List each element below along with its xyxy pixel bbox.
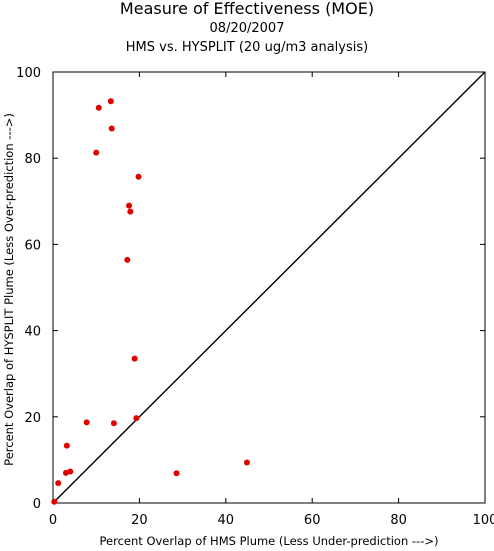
y-tick-label: 40	[24, 325, 41, 340]
y-tick-label: 0	[33, 497, 41, 512]
data-point	[124, 256, 131, 263]
x-tick-label: 100	[473, 513, 494, 528]
data-point	[131, 355, 138, 362]
data-point	[51, 498, 58, 505]
chart-date: 08/20/2007	[209, 21, 285, 36]
x-tick-label: 40	[218, 513, 235, 528]
y-tick-label: 20	[24, 411, 41, 426]
data-point	[127, 208, 134, 215]
data-point	[243, 459, 250, 466]
data-point	[93, 149, 100, 156]
data-point	[108, 125, 115, 132]
x-tick-label: 0	[49, 513, 57, 528]
data-point	[63, 442, 70, 449]
data-point	[126, 202, 133, 209]
data-point	[135, 173, 142, 180]
x-tick-label: 60	[304, 513, 321, 528]
x-tick-label: 20	[131, 513, 148, 528]
data-point	[107, 98, 114, 105]
data-point	[67, 468, 74, 475]
x-axis-label: Percent Overlap of HMS Plume (Less Under…	[100, 534, 439, 548]
plot-frame	[52, 71, 486, 504]
data-point	[95, 104, 102, 111]
y-axis-label: Percent Overlap of HYSPLIT Plume (Less O…	[2, 113, 16, 466]
chart-subtitle: HMS vs. HYSPLIT (20 ug/m3 analysis)	[125, 40, 369, 55]
data-point	[55, 480, 62, 487]
axis-ticks: 0 20 40 60 80 100 0 20 40 60 80 100	[16, 66, 494, 528]
data-point	[133, 415, 140, 422]
x-tick-label: 80	[390, 513, 407, 528]
data-point	[83, 419, 90, 426]
chart-title: Measure of Effectiveness (MOE)	[119, 0, 375, 18]
reference-line-y-equals-x	[52, 71, 486, 504]
axes	[52, 71, 486, 504]
data-point	[110, 420, 117, 427]
y-tick-label: 60	[24, 238, 41, 253]
y-tick-label: 80	[24, 152, 41, 167]
data-points	[51, 98, 250, 505]
data-point	[173, 470, 180, 477]
y-tick-label: 100	[16, 66, 41, 81]
